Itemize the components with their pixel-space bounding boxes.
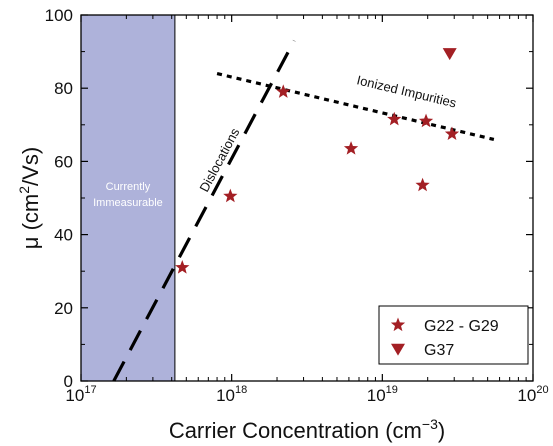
legend-box [378, 305, 529, 365]
y-axis-label-suffix: /Vs) [18, 147, 43, 186]
marker-0-2 [276, 84, 291, 98]
legend-label-g37: G37 [424, 342, 454, 359]
marker-0-4 [387, 111, 402, 126]
marker-0-6 [418, 113, 434, 128]
x-tick-label: 1019 [367, 384, 398, 405]
y-axis-label-main: μ (cm [18, 194, 43, 249]
axis-ticks [80, 14, 534, 382]
y-tick-label: 100 [45, 6, 73, 25]
marker-1-0 [442, 48, 457, 61]
immeasurable-region [81, 15, 175, 381]
x-tick-label: 1018 [216, 384, 247, 405]
x-axis-label-suffix: ) [438, 418, 445, 443]
axis-tick-labels: 1017 1018 1019 1020 0 20 40 60 80 100 [45, 6, 549, 405]
marker-0-1 [223, 188, 238, 203]
marker-0-0 [175, 260, 190, 274]
y-tick-label: 40 [54, 226, 73, 245]
y-axis-label: μ (cm2/Vs) [16, 147, 43, 249]
marker-0-7 [444, 126, 460, 141]
x-tick-label: 1020 [517, 384, 548, 405]
y-tick-label: 80 [54, 79, 73, 98]
marker-0-3 [343, 141, 359, 155]
legend-star-icon [390, 317, 406, 332]
legend-label-g22-g29: G22 - G29 [424, 318, 499, 335]
legend-star-marker [390, 317, 406, 332]
x-tick-label: 1017 [65, 384, 96, 405]
x-axis-label-superscript: −3 [422, 416, 438, 432]
y-tick-label: 20 [54, 299, 73, 318]
region-label-line2: Immeasurable [93, 197, 163, 209]
ionized-impurities-fit-line [216, 72, 495, 141]
ionized-impurities-annotation: Ionized Impurities [355, 72, 458, 110]
y-tick-label: 60 [54, 152, 73, 171]
y-tick-label: 0 [64, 372, 73, 391]
y-axis-label-superscript: 2 [16, 186, 32, 194]
marker-0-5 [415, 177, 430, 192]
legend: G22 - G29 G37 [378, 305, 529, 365]
x-axis-label: Carrier Concentration (cm−3) [169, 416, 445, 443]
dislocations-fit-line [112, 39, 296, 382]
x-axis-label-main: Carrier Concentration (cm [169, 418, 422, 443]
legend-triangle-icon [391, 343, 405, 356]
region-label-line1: Currently [106, 181, 151, 193]
data-markers [175, 48, 460, 274]
legend-triangle-marker [391, 343, 405, 356]
